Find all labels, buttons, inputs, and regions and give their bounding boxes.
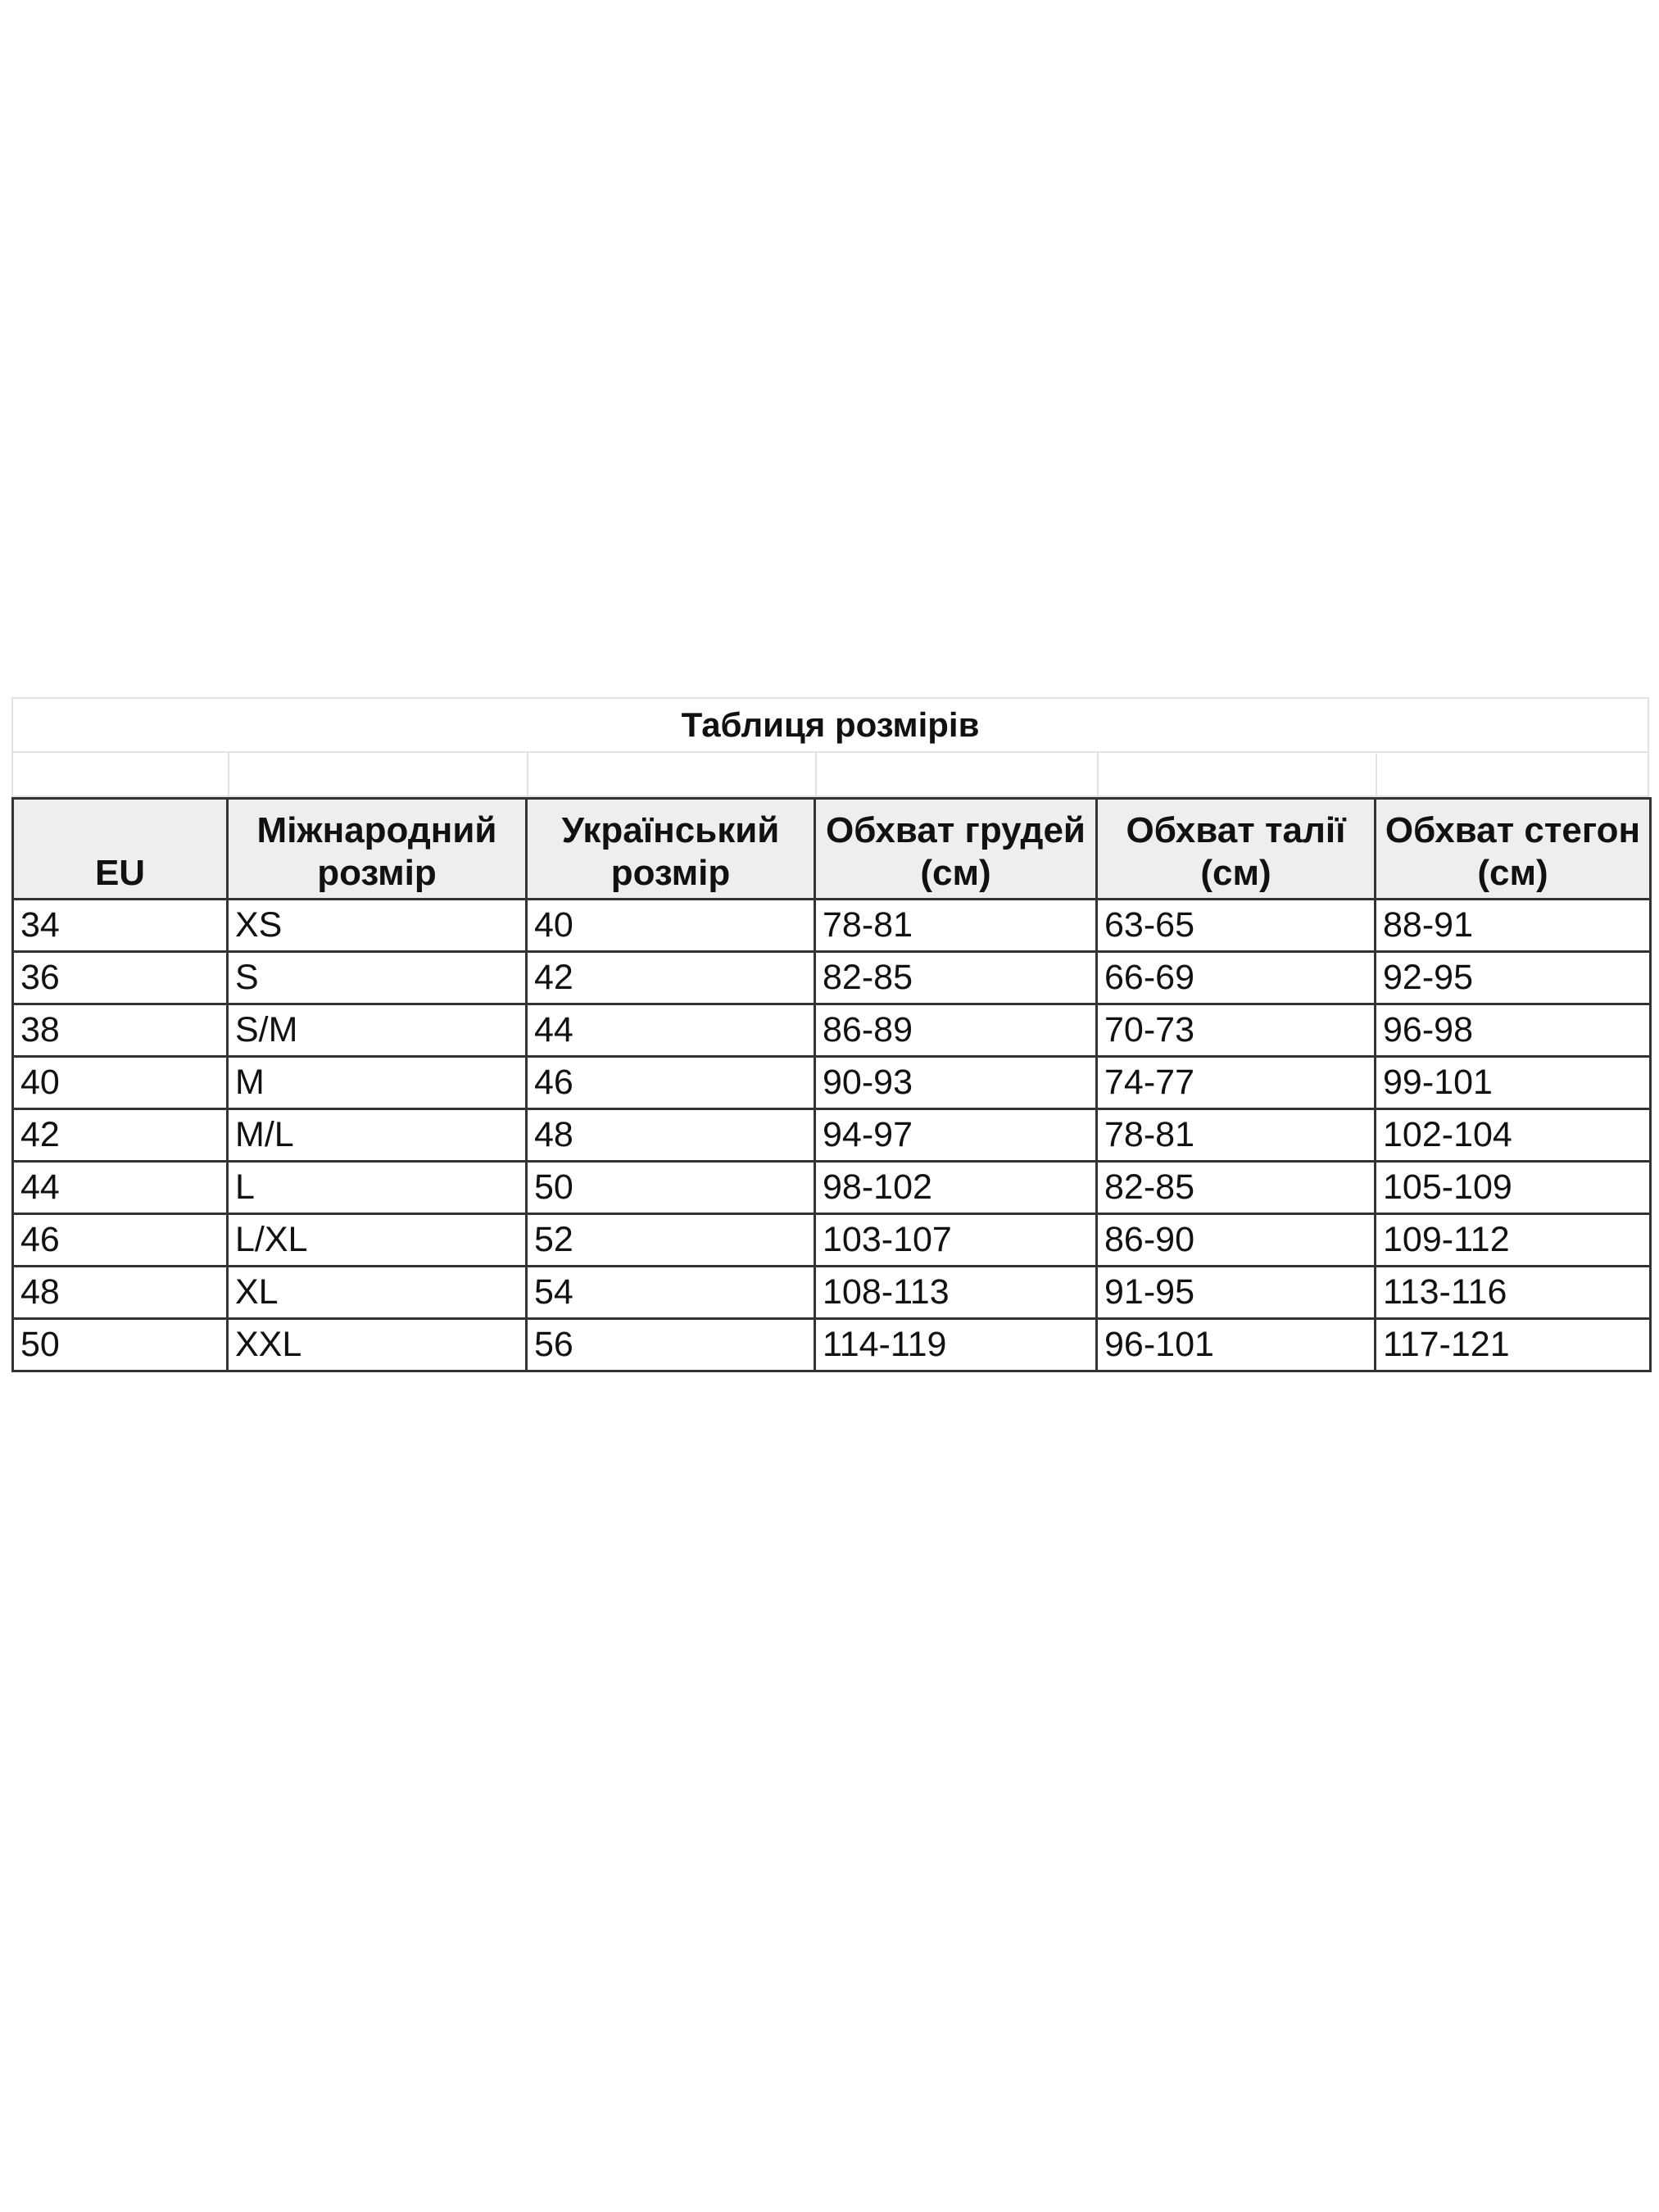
table-cell: 102-104 <box>1374 1108 1652 1163</box>
header-row: EU Міжнародний розмір Український розмір Об… <box>11 797 1652 900</box>
table-cell: 52 <box>525 1213 816 1267</box>
table-cell: 70-73 <box>1095 1003 1376 1058</box>
blank-cell <box>527 753 815 796</box>
table-cell: 86-89 <box>814 1003 1098 1058</box>
table-cell: 36 <box>11 950 229 1005</box>
column-header: Міжнародний розмір <box>226 797 528 900</box>
blank-cell <box>815 753 1097 796</box>
column-header: Український розмір <box>525 797 816 900</box>
table-row: 38 S/M 44 86-89 70-73 96-98 <box>11 1003 1652 1058</box>
table-cell: XS <box>226 898 528 953</box>
table-cell: 38 <box>11 1003 229 1058</box>
table-cell: 42 <box>525 950 816 1005</box>
table-cell: 82-85 <box>1095 1160 1376 1215</box>
table-cell: 46 <box>11 1213 229 1267</box>
table-cell: 92-95 <box>1374 950 1652 1005</box>
table-cell: 54 <box>525 1265 816 1320</box>
column-header: Обхват грудей (см) <box>814 797 1098 900</box>
table-cell: 105-109 <box>1374 1160 1652 1215</box>
column-header: Обхват талії (см) <box>1095 797 1376 900</box>
size-table: EU Міжнародний розмір Український розмір Об… <box>11 797 1652 1372</box>
table-cell: M <box>226 1055 528 1110</box>
table-cell: 44 <box>525 1003 816 1058</box>
table-cell: 114-119 <box>814 1317 1098 1372</box>
table-cell: M/L <box>226 1108 528 1163</box>
table-cell: 86-90 <box>1095 1213 1376 1267</box>
table-cell: 50 <box>11 1317 229 1372</box>
table-title: Таблиця розмірів <box>11 697 1649 751</box>
blank-cell <box>228 753 527 796</box>
table-cell: 99-101 <box>1374 1055 1652 1110</box>
table-cell: XL <box>226 1265 528 1320</box>
column-header: Обхват стегон (см) <box>1374 797 1652 900</box>
table-cell: 82-85 <box>814 950 1098 1005</box>
table-cell: L <box>226 1160 528 1215</box>
table-cell: 56 <box>525 1317 816 1372</box>
table-row: 46 L/XL 52 103-107 86-90 109-112 <box>11 1213 1652 1267</box>
table-cell: 88-91 <box>1374 898 1652 953</box>
table-cell: 90-93 <box>814 1055 1098 1110</box>
table-cell: 117-121 <box>1374 1317 1652 1372</box>
table-row: 42 M/L 48 94-97 78-81 102-104 <box>11 1108 1652 1163</box>
table-cell: 50 <box>525 1160 816 1215</box>
table-cell: S/M <box>226 1003 528 1058</box>
table-cell: 94-97 <box>814 1108 1098 1163</box>
table-cell: 40 <box>11 1055 229 1110</box>
blank-cell <box>1376 753 1651 796</box>
table-cell: 42 <box>11 1108 229 1163</box>
size-chart: Таблиця розмірів EU Міжнародний розмір Укр… <box>11 697 1652 1372</box>
table-cell: 96-101 <box>1095 1317 1376 1372</box>
table-row: 36 S 42 82-85 66-69 92-95 <box>11 950 1652 1005</box>
table-row: 50 XXL 56 114-119 96-101 117-121 <box>11 1317 1652 1372</box>
blank-cell <box>13 753 228 796</box>
table-cell: 98-102 <box>814 1160 1098 1215</box>
table-cell: 46 <box>525 1055 816 1110</box>
table-cell: 44 <box>11 1160 229 1215</box>
table-cell: 40 <box>525 898 816 953</box>
table-cell: 108-113 <box>814 1265 1098 1320</box>
table-cell: 113-116 <box>1374 1265 1652 1320</box>
table-row: 40 M 46 90-93 74-77 99-101 <box>11 1055 1652 1110</box>
table-cell: XXL <box>226 1317 528 1372</box>
table-cell: 74-77 <box>1095 1055 1376 1110</box>
table-cell: S <box>226 950 528 1005</box>
table-cell: 96-98 <box>1374 1003 1652 1058</box>
table-row: 34 XS 40 78-81 63-65 88-91 <box>11 898 1652 953</box>
table-cell: 109-112 <box>1374 1213 1652 1267</box>
table-cell: 78-81 <box>1095 1108 1376 1163</box>
blank-row <box>11 751 1649 797</box>
table-cell: 78-81 <box>814 898 1098 953</box>
table-cell: 91-95 <box>1095 1265 1376 1320</box>
column-header: EU <box>11 797 229 900</box>
table-cell: 34 <box>11 898 229 953</box>
table-cell: L/XL <box>226 1213 528 1267</box>
table-row: 44 L 50 98-102 82-85 105-109 <box>11 1160 1652 1215</box>
blank-cell <box>1097 753 1376 796</box>
table-cell: 103-107 <box>814 1213 1098 1267</box>
table-row: 48 XL 54 108-113 91-95 113-116 <box>11 1265 1652 1320</box>
table-cell: 63-65 <box>1095 898 1376 953</box>
table-cell: 66-69 <box>1095 950 1376 1005</box>
table-cell: 48 <box>525 1108 816 1163</box>
table-cell: 48 <box>11 1265 229 1320</box>
